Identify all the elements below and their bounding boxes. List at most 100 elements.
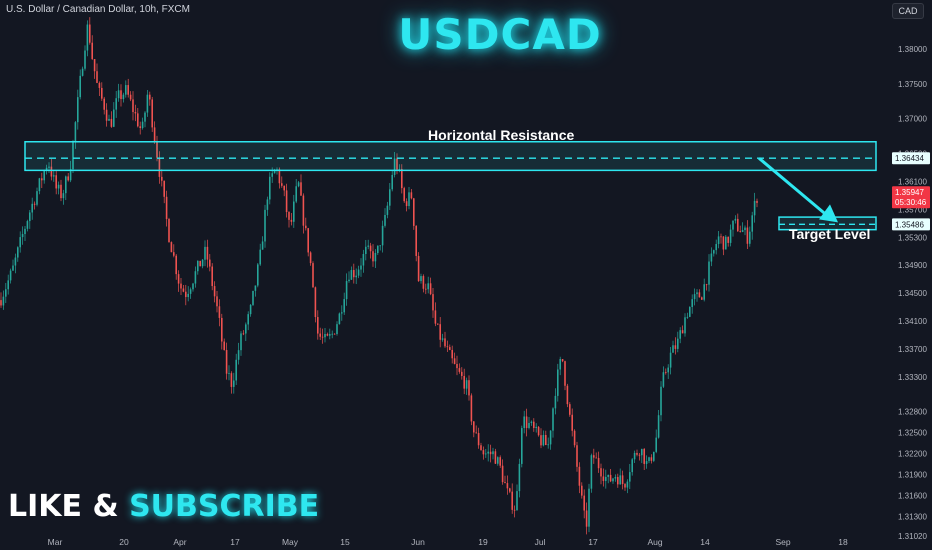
candle-body: [319, 333, 321, 337]
candle-body: [355, 275, 357, 278]
candle-body: [163, 180, 165, 197]
candle-body: [372, 251, 374, 262]
candle-body: [62, 193, 65, 199]
candle-body: [540, 435, 542, 446]
candle-body: [149, 94, 151, 100]
candle-body: [285, 190, 288, 213]
candle-body: [173, 252, 175, 256]
candle-body: [434, 310, 437, 324]
candle-body: [341, 312, 343, 314]
candle-body: [331, 333, 333, 335]
candle-body: [389, 189, 391, 206]
candle-body: [271, 173, 273, 177]
candle-body: [480, 445, 482, 451]
candle-body: [710, 253, 713, 262]
candle-body: [669, 352, 672, 368]
price-tick-label: 1.33700: [898, 345, 927, 354]
candle-body: [48, 166, 50, 168]
candle-body: [660, 386, 662, 416]
candle-body: [170, 242, 173, 253]
candle-body: [650, 457, 653, 461]
candle-body: [549, 430, 552, 445]
candle-body: [89, 24, 91, 43]
time-tick-label: 17: [588, 537, 598, 547]
candle-body: [235, 359, 237, 381]
candle-body: [609, 474, 612, 482]
price-tick-label: 1.32200: [898, 450, 927, 459]
candle-body: [461, 371, 463, 376]
candle-body: [432, 294, 434, 311]
candle-body: [741, 230, 744, 232]
candle-body: [115, 98, 117, 110]
candle-body: [648, 457, 650, 462]
candle-body: [545, 434, 547, 446]
candle-body: [86, 24, 89, 51]
candle-body: [504, 482, 506, 484]
candle-body: [739, 231, 741, 232]
candle-body: [369, 245, 372, 252]
candle-body: [161, 176, 163, 181]
candle-body: [261, 241, 264, 250]
annotation-layer: [24, 141, 877, 231]
candle-body: [715, 244, 717, 251]
currency-badge[interactable]: CAD: [892, 3, 924, 19]
candle-body: [535, 426, 537, 428]
candle-body: [564, 361, 566, 386]
candle-body: [194, 271, 197, 284]
time-tick-label: Aug: [647, 537, 662, 547]
candle-body: [509, 488, 511, 492]
candle-body: [132, 99, 134, 113]
time-tick-label: 19: [478, 537, 488, 547]
candle-body: [353, 270, 355, 278]
candle-body: [653, 451, 655, 461]
candle-body: [321, 336, 324, 338]
candle-body: [98, 82, 101, 88]
candle-body: [79, 75, 81, 98]
forecast-arrowhead: [819, 204, 838, 223]
candle-body: [139, 126, 141, 129]
candle-body: [398, 168, 401, 170]
candle-body: [511, 491, 513, 510]
time-axis[interactable]: Mar 20 Apr 17 May 15 Jun 19 Jul 17 Aug 14 Sep 18: [48, 537, 848, 547]
candle-body: [453, 358, 456, 364]
candle-body: [566, 385, 569, 405]
candle-body: [569, 404, 571, 415]
candle-body: [429, 283, 432, 295]
candle-body: [463, 375, 465, 389]
candle-body: [324, 334, 326, 338]
candle-body: [657, 415, 660, 438]
candle-body: [110, 118, 113, 127]
candle-body: [605, 476, 607, 481]
candle-body: [252, 290, 254, 305]
candle-body: [209, 259, 211, 267]
candle-body: [223, 341, 225, 351]
candle-body: [713, 250, 715, 254]
candle-body: [528, 422, 530, 428]
price-axis[interactable]: 1.380001.375001.370001.365001.361001.357…: [892, 45, 930, 541]
candle-body: [645, 461, 648, 464]
candle-body: [26, 221, 29, 229]
candle-body: [458, 368, 461, 372]
candle-body: [698, 292, 701, 298]
candle-body: [182, 288, 185, 292]
candle-body: [122, 94, 125, 100]
promo-subscribe: SUBSCRIBE: [129, 489, 320, 524]
candle-body: [506, 483, 509, 489]
candle-body: [537, 426, 540, 436]
candle-body: [621, 475, 624, 485]
promo-banner: LIKE & SUBSCRIBE: [8, 489, 319, 524]
candle-body: [487, 451, 489, 454]
candle-body: [53, 175, 55, 177]
candle-body: [612, 478, 614, 482]
candle-body: [333, 333, 336, 335]
candle-body: [631, 459, 633, 473]
candle-body: [427, 283, 429, 290]
candle-body: [473, 421, 475, 433]
target-label: Target Level: [789, 226, 871, 242]
candle-body: [547, 444, 549, 446]
price-tick-label: 1.33300: [898, 373, 927, 382]
candle-body: [377, 245, 379, 253]
candle-body: [72, 141, 74, 170]
candle-body: [624, 484, 626, 488]
